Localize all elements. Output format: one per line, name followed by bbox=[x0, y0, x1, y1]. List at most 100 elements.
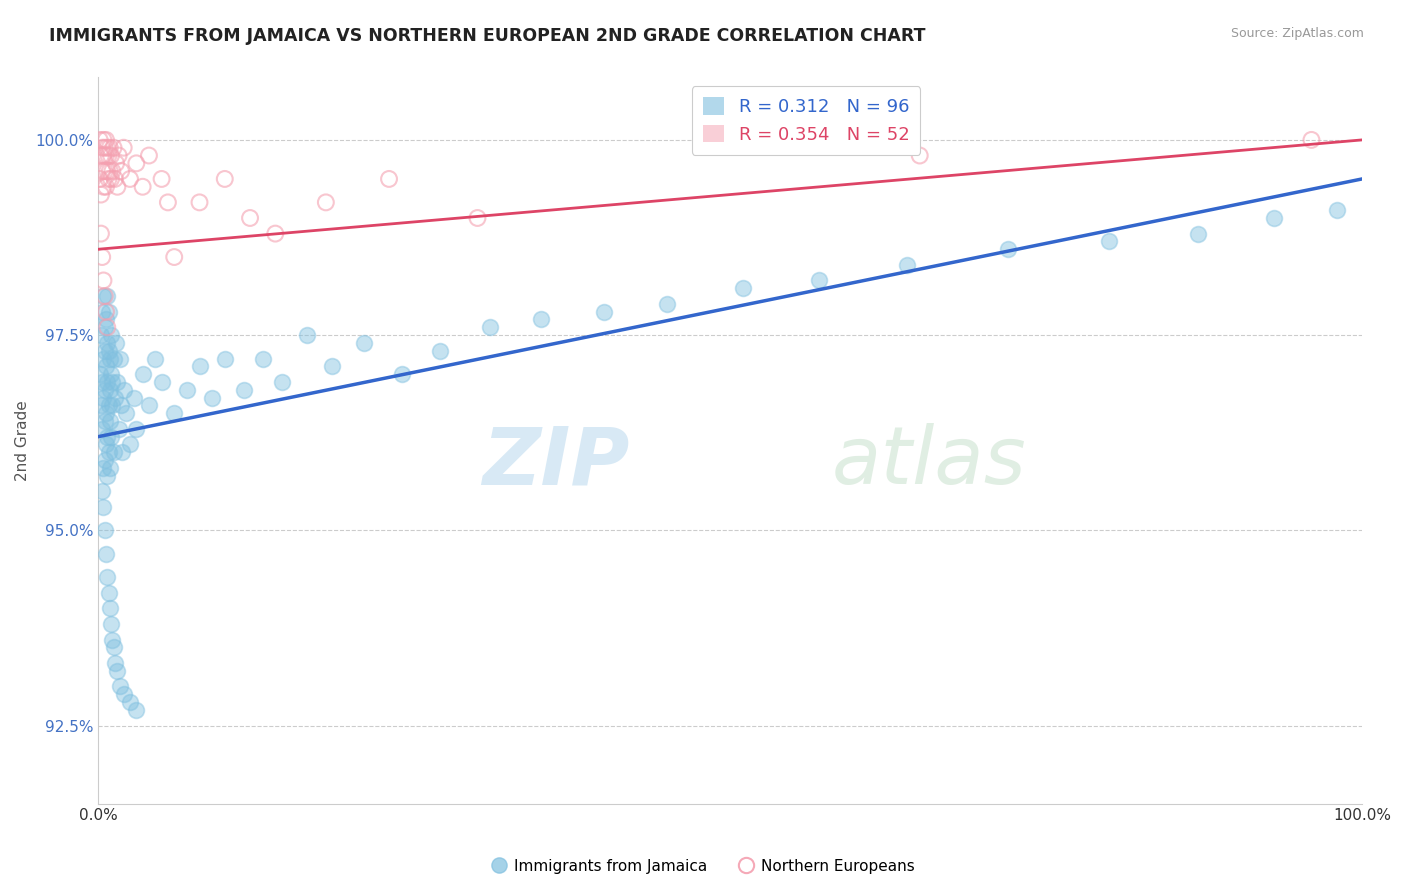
Point bbox=[93, 391, 115, 405]
Point bbox=[122, 391, 145, 405]
Point bbox=[807, 273, 830, 287]
Point bbox=[93, 343, 115, 358]
Point bbox=[96, 375, 118, 389]
Text: Source: ZipAtlas.com: Source: ZipAtlas.com bbox=[1230, 27, 1364, 40]
Point bbox=[115, 406, 138, 420]
Point bbox=[100, 429, 122, 443]
Point bbox=[93, 141, 115, 155]
Point bbox=[93, 164, 115, 178]
Point bbox=[100, 328, 122, 343]
Point bbox=[201, 391, 224, 405]
Point bbox=[93, 273, 115, 287]
Point bbox=[98, 414, 121, 428]
Point bbox=[321, 359, 343, 374]
Point bbox=[103, 445, 125, 459]
Point bbox=[530, 312, 553, 326]
Point bbox=[125, 156, 148, 170]
Point bbox=[97, 148, 120, 162]
Point bbox=[93, 461, 115, 475]
Point bbox=[1098, 235, 1121, 249]
Point bbox=[655, 297, 678, 311]
Point bbox=[104, 656, 127, 670]
Point bbox=[143, 351, 166, 366]
Point bbox=[93, 500, 115, 514]
Point bbox=[100, 148, 122, 162]
Point bbox=[90, 398, 112, 412]
Point bbox=[94, 179, 117, 194]
Point bbox=[101, 375, 124, 389]
Point bbox=[107, 422, 129, 436]
Point bbox=[163, 250, 186, 264]
Point bbox=[353, 335, 375, 350]
Point bbox=[156, 195, 179, 210]
Point bbox=[105, 335, 128, 350]
Point bbox=[105, 179, 128, 194]
Point bbox=[264, 227, 287, 241]
Point bbox=[93, 289, 115, 303]
Point bbox=[96, 289, 118, 303]
Point bbox=[89, 133, 111, 147]
Point bbox=[118, 695, 141, 709]
Point bbox=[93, 133, 115, 147]
Point bbox=[163, 406, 186, 420]
Legend: R = 0.312   N = 96, R = 0.354   N = 52: R = 0.312 N = 96, R = 0.354 N = 52 bbox=[692, 87, 921, 155]
Point bbox=[97, 586, 120, 600]
Point bbox=[112, 687, 135, 701]
Point bbox=[104, 391, 127, 405]
Point bbox=[97, 343, 120, 358]
Point bbox=[94, 406, 117, 420]
Point bbox=[100, 172, 122, 186]
Point bbox=[91, 304, 114, 318]
Point bbox=[97, 172, 120, 186]
Point bbox=[110, 398, 132, 412]
Point bbox=[94, 148, 117, 162]
Point bbox=[97, 398, 120, 412]
Point bbox=[188, 195, 211, 210]
Point bbox=[118, 437, 141, 451]
Point bbox=[93, 453, 115, 467]
Point bbox=[131, 367, 153, 381]
Point bbox=[90, 148, 112, 162]
Point bbox=[96, 320, 118, 334]
Point bbox=[592, 304, 614, 318]
Legend: Immigrants from Jamaica, Northern Europeans: Immigrants from Jamaica, Northern Europe… bbox=[485, 853, 921, 880]
Point bbox=[188, 359, 211, 374]
Point bbox=[108, 680, 131, 694]
Point bbox=[908, 148, 931, 162]
Point bbox=[111, 445, 134, 459]
Point bbox=[105, 156, 128, 170]
Point bbox=[315, 195, 337, 210]
Point bbox=[91, 250, 114, 264]
Point bbox=[96, 429, 118, 443]
Point bbox=[232, 383, 254, 397]
Point bbox=[98, 141, 121, 155]
Point bbox=[94, 312, 117, 326]
Point bbox=[96, 335, 118, 350]
Point bbox=[101, 632, 124, 647]
Point bbox=[96, 468, 118, 483]
Point bbox=[112, 141, 135, 155]
Point bbox=[98, 164, 121, 178]
Point bbox=[103, 351, 125, 366]
Point bbox=[100, 367, 122, 381]
Point bbox=[1263, 211, 1285, 225]
Point bbox=[103, 640, 125, 655]
Point bbox=[96, 164, 118, 178]
Point bbox=[479, 320, 502, 334]
Point bbox=[93, 351, 115, 366]
Point bbox=[101, 164, 124, 178]
Point bbox=[93, 383, 115, 397]
Point bbox=[112, 383, 135, 397]
Point bbox=[214, 351, 236, 366]
Point bbox=[270, 375, 292, 389]
Point bbox=[104, 172, 127, 186]
Point bbox=[100, 617, 122, 632]
Point bbox=[89, 172, 111, 186]
Point bbox=[1301, 133, 1323, 147]
Point bbox=[97, 304, 120, 318]
Point bbox=[239, 211, 262, 225]
Text: atlas: atlas bbox=[831, 424, 1026, 501]
Point bbox=[98, 601, 121, 615]
Point bbox=[93, 148, 115, 162]
Point bbox=[91, 375, 114, 389]
